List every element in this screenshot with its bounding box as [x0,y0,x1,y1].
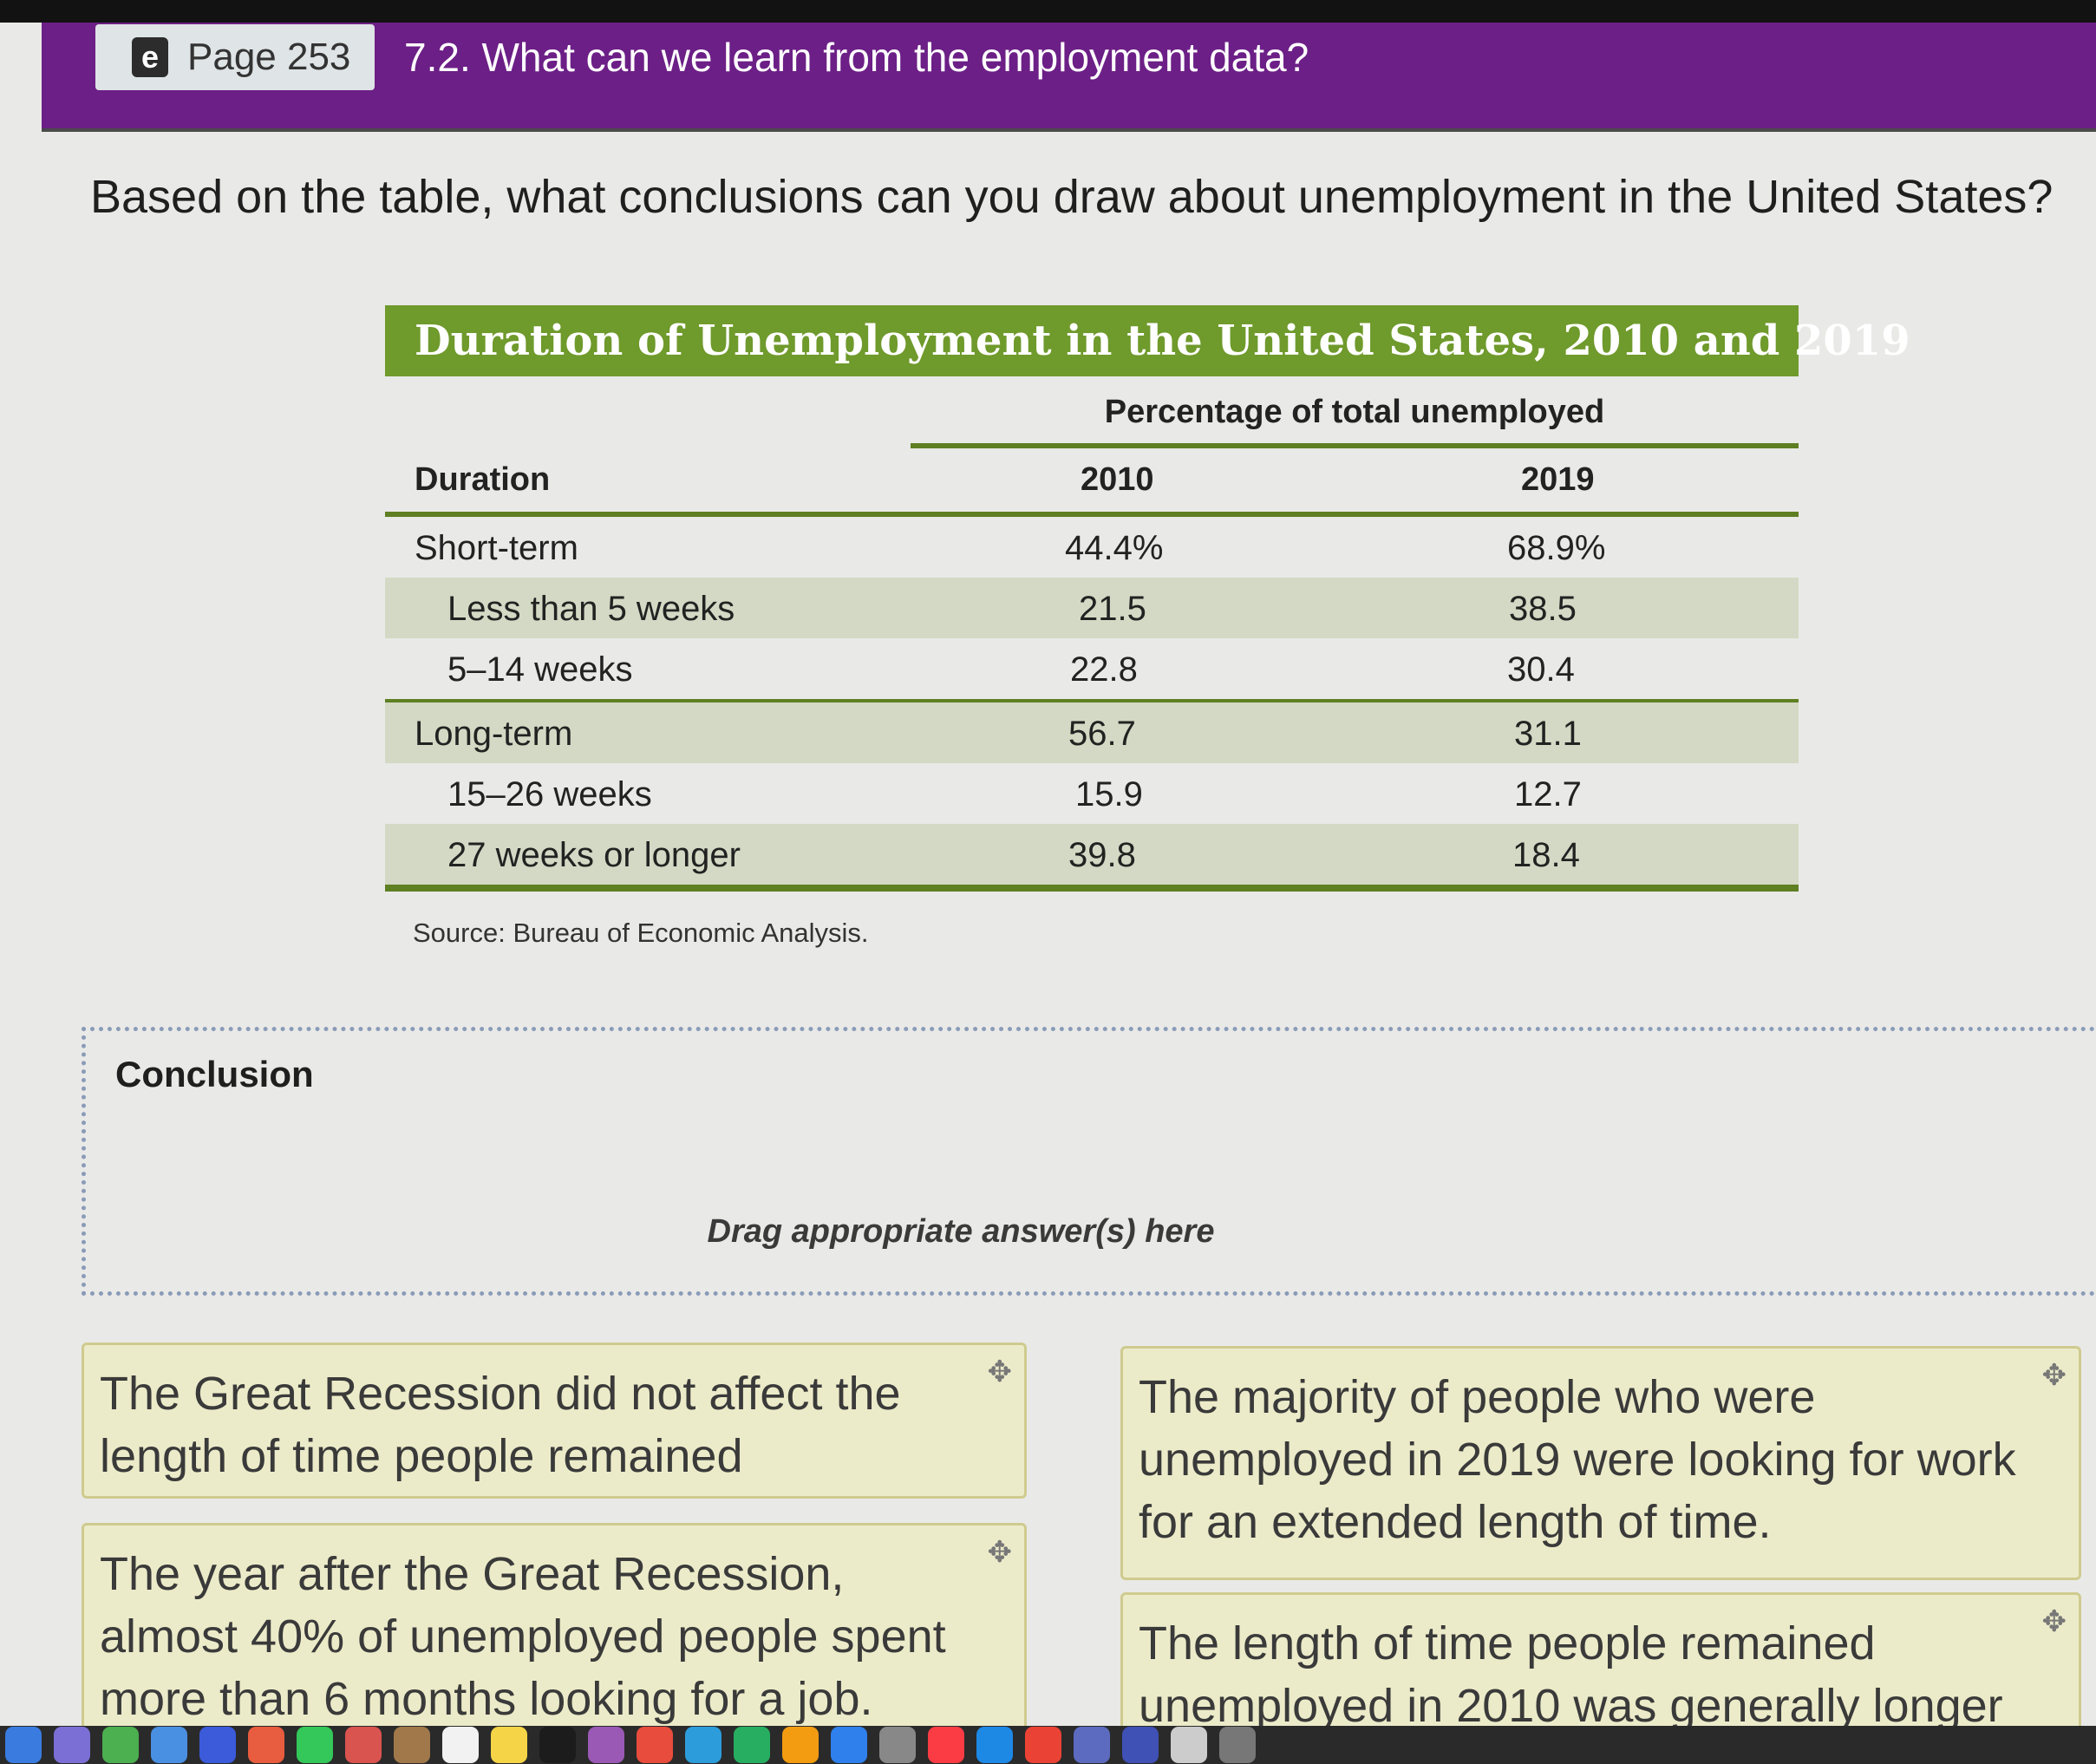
answer-card[interactable]: The length of time people remained unemp… [1120,1592,2081,1740]
settings-icon[interactable] [879,1727,916,1763]
row-label: 15–26 weeks [447,775,652,813]
section-title: 7.2. What can we learn from the employme… [404,35,1309,80]
table-source: Source: Bureau of Economic Analysis. [413,918,869,948]
column-header-2010: 2010 [1081,461,1154,498]
app-store-icon[interactable] [199,1727,236,1763]
chrome-icon[interactable] [1025,1727,1061,1763]
drag-handle-icon[interactable]: ✥ [987,1356,1013,1388]
table-subheader-row: Percentage of total unemployed [385,376,1799,449]
news-icon[interactable] [637,1727,673,1763]
reminders-icon[interactable] [442,1727,479,1763]
unemployment-table: Duration of Unemployment in the United S… [385,305,1910,892]
cell-2010: 44.4% [1065,529,1164,567]
table-row: Less than 5 weeks 21.5 38.5 [385,578,1799,638]
safari-icon[interactable] [976,1727,1013,1763]
teams-icon[interactable] [1122,1727,1159,1763]
cell-2019: 12.7 [1514,775,1582,813]
table-row: Short-term 44.4% 68.9% [385,517,1799,578]
cell-2010: 56.7 [1068,715,1136,753]
dock [0,1726,2096,1764]
ebook-icon: e [132,37,168,77]
cell-2019: 38.5 [1509,590,1577,628]
numbers-icon[interactable] [734,1727,770,1763]
keynote-icon[interactable] [685,1727,722,1763]
music-icon[interactable] [928,1727,964,1763]
answer-text: The year after the Great Recession, almo… [100,1548,946,1725]
table-row: 27 weeks or longer 39.8 18.4 [385,824,1799,885]
page-link-button[interactable]: e Page 253 [95,24,375,90]
cell-2010: 15.9 [1075,775,1143,813]
section-header: e Page 253 7.2. What can we learn from t… [42,23,2096,132]
cell-2019: 30.4 [1507,650,1575,689]
window-top-bar [0,0,2096,23]
question-text: Based on the table, what conclusions can… [90,171,2054,223]
row-label: Less than 5 weeks [447,590,735,628]
store-icon[interactable] [831,1727,867,1763]
finder-icon[interactable] [5,1727,42,1763]
cell-2010: 21.5 [1079,590,1146,628]
mail-icon[interactable] [151,1727,187,1763]
messages-icon[interactable] [102,1727,139,1763]
dropzone-hint: Drag appropriate answer(s) here [707,1213,1215,1250]
row-label: Short-term [415,529,578,567]
cell-2010: 39.8 [1068,836,1136,874]
cell-2010: 22.8 [1070,650,1138,689]
answer-text: The majority of people who were unemploy… [1139,1371,2016,1548]
contacts-icon[interactable] [394,1727,430,1763]
table-row: Long-term 56.7 31.1 [385,699,1799,763]
trash-icon[interactable] [1219,1727,1256,1763]
row-label: 27 weeks or longer [447,836,741,874]
pages-icon[interactable] [782,1727,819,1763]
tv-icon[interactable] [539,1727,576,1763]
table-subheader: Percentage of total unemployed [911,394,1799,448]
podcasts-icon[interactable] [588,1727,624,1763]
table-title: Duration of Unemployment in the United S… [385,305,1910,376]
page-label: Page 253 [187,36,351,78]
cell-2019: 18.4 [1512,836,1580,874]
calendar-icon[interactable] [345,1727,382,1763]
table-header-row: Duration 2010 2019 [385,449,1799,517]
row-label: Long-term [415,715,573,753]
column-header-duration: Duration [415,461,551,498]
table-row: 15–26 weeks 15.9 12.7 [385,763,1799,824]
answer-card[interactable]: The Great Recession did not affect the l… [82,1343,1027,1499]
answer-card[interactable]: The year after the Great Recession, almo… [82,1523,1027,1740]
answer-text: The length of time people remained unemp… [1139,1617,2003,1732]
drag-handle-icon[interactable]: ✥ [2041,1359,2067,1392]
launchpad-icon[interactable] [54,1727,90,1763]
row-label: 5–14 weeks [447,650,633,689]
dropzone-label: Conclusion [115,1054,314,1094]
answer-text: The Great Recession did not affect the l… [100,1368,901,1496]
photos-icon[interactable] [248,1727,284,1763]
drag-handle-icon[interactable]: ✥ [987,1536,1013,1569]
folder-icon[interactable] [1171,1727,1207,1763]
table-row: 5–14 weeks 22.8 30.4 [385,638,1799,699]
column-header-2019: 2019 [1521,461,1595,498]
facetime-icon[interactable] [297,1727,333,1763]
answer-card[interactable]: The majority of people who were unemploy… [1120,1346,2081,1580]
conclusion-dropzone[interactable]: Conclusion Drag appropriate answer(s) he… [82,1027,2096,1296]
table-bottom-rule [385,885,1799,892]
zoom-icon[interactable] [1074,1727,1110,1763]
notes-icon[interactable] [491,1727,527,1763]
cell-2019: 31.1 [1514,715,1582,753]
cell-2019: 68.9% [1507,529,1606,567]
drag-handle-icon[interactable]: ✥ [2041,1605,2067,1638]
